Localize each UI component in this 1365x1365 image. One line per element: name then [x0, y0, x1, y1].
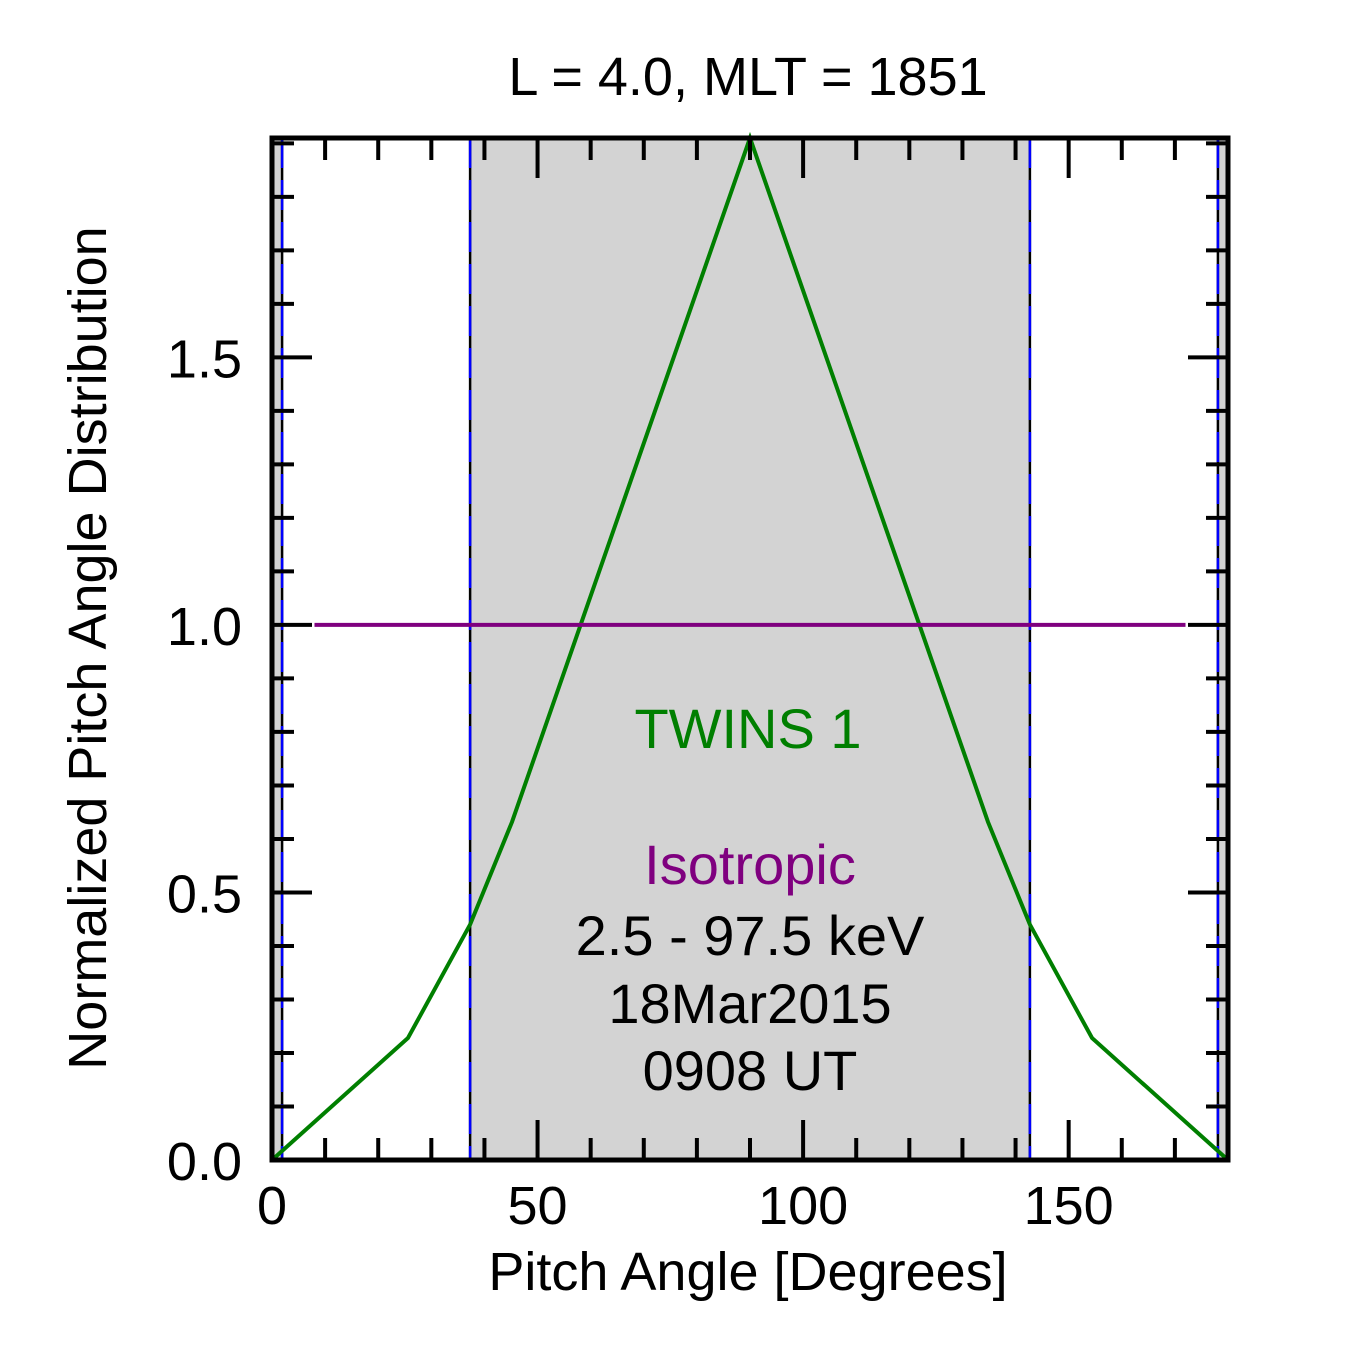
plot-frame [269, 135, 1231, 1163]
x-tick-label: 50 [508, 1176, 568, 1236]
shaded-region [1217, 138, 1228, 1160]
x-axis-label: Pitch Angle [Degrees] [488, 1242, 1007, 1302]
y-tick-label: 0.5 [167, 864, 242, 924]
y-tick-label: 1.0 [167, 597, 242, 657]
x-tick-labels: 0 50 100 150 [257, 1176, 1114, 1236]
annotation-time: 0908 UT [643, 1039, 858, 1102]
shaded-region [470, 138, 1030, 1160]
chart-title: L = 4.0, MLT = 1851 [508, 47, 987, 107]
x-tick-label: 150 [1024, 1176, 1114, 1236]
y-tick-labels: 0.0 0.5 1.0 1.5 [167, 329, 242, 1192]
y-axis-label: Normalized Pitch Angle Distribution [58, 226, 118, 1069]
x-tick-label: 0 [257, 1176, 287, 1236]
y-tick-label: 1.5 [167, 329, 242, 389]
shaded-region [272, 138, 283, 1160]
annotation-date: 18Mar2015 [608, 972, 891, 1035]
annotation-energy: 2.5 - 97.5 keV [576, 904, 925, 967]
annotations: TWINS 1 Isotropic 2.5 - 97.5 keV 18Mar20… [576, 697, 925, 1102]
annotation-twins: TWINS 1 [634, 697, 861, 760]
boundary-lines [280, 138, 1220, 1160]
y-tick-label: 0.0 [167, 1132, 242, 1192]
x-tick-label: 100 [758, 1176, 848, 1236]
annotation-isotropic: Isotropic [644, 833, 856, 896]
shaded-regions [272, 138, 1228, 1160]
